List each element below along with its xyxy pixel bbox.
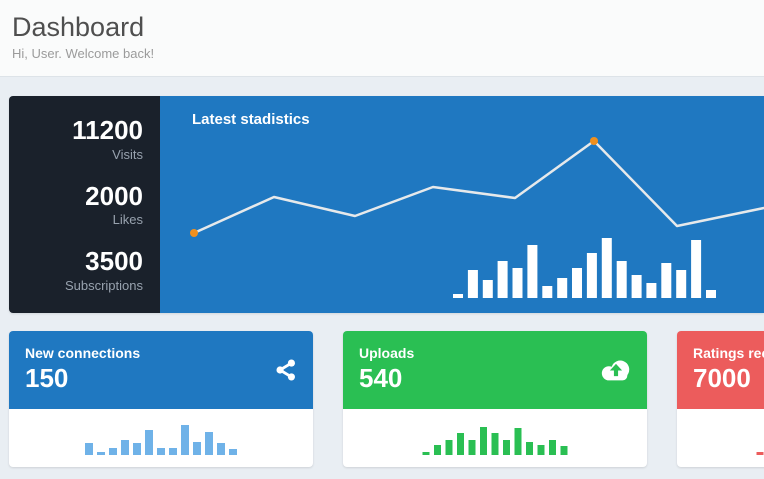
stat-label: Likes bbox=[112, 212, 143, 228]
stats-summary-column: 11200 Visits 2000 Likes 3500 Subscriptio… bbox=[9, 96, 160, 313]
cloud-upload-icon bbox=[599, 358, 633, 383]
summary-card: Ratings received 7000 bbox=[677, 331, 764, 467]
summary-cards-row: New connections 150 Uploads 540 Ratings … bbox=[9, 331, 764, 467]
mini-bar-chart bbox=[85, 425, 237, 455]
card-header: Ratings received 7000 bbox=[677, 331, 764, 409]
stat-label: Visits bbox=[112, 146, 143, 162]
page-title: Dashboard bbox=[12, 12, 145, 42]
card-value: 7000 bbox=[693, 362, 751, 393]
card-chart-area bbox=[9, 409, 313, 467]
dashboard-page: Dashboard Hi, User. Welcome back! 11200 … bbox=[0, 0, 764, 467]
page-header: Dashboard Hi, User. Welcome back! bbox=[0, 0, 764, 77]
stat-value: 3500 bbox=[85, 246, 143, 277]
card-header: New connections 150 bbox=[9, 331, 313, 409]
stat-item: 3500 Subscriptions bbox=[64, 246, 143, 294]
card-header: Uploads 540 bbox=[343, 331, 647, 409]
mini-bar-chart bbox=[422, 427, 568, 455]
share-icon bbox=[273, 357, 299, 383]
statistics-chart-panel: Latest stadistics bbox=[160, 96, 764, 313]
card-title: Uploads bbox=[359, 345, 415, 361]
stat-value: 2000 bbox=[85, 180, 143, 211]
summary-card: New connections 150 bbox=[9, 331, 313, 467]
statistics-panel: 11200 Visits 2000 Likes 3500 Subscriptio… bbox=[9, 96, 764, 313]
stat-item: 11200 Visits bbox=[72, 114, 143, 162]
stat-label: Subscriptions bbox=[64, 278, 143, 294]
summary-card: Uploads 540 bbox=[343, 331, 647, 467]
page-subtitle: Hi, User. Welcome back! bbox=[12, 45, 155, 61]
card-title: Ratings received bbox=[693, 345, 764, 361]
card-value: 150 bbox=[25, 362, 69, 393]
card-chart-area bbox=[677, 409, 764, 467]
stat-item: 2000 Likes bbox=[85, 180, 143, 228]
statistics-line-chart bbox=[190, 137, 764, 298]
mini-bar-chart bbox=[756, 452, 764, 455]
card-value: 540 bbox=[359, 362, 403, 393]
card-title: New connections bbox=[25, 345, 141, 361]
card-chart-area bbox=[343, 409, 647, 467]
stat-value: 11200 bbox=[72, 114, 143, 145]
chart-title: Latest stadistics bbox=[192, 111, 310, 128]
